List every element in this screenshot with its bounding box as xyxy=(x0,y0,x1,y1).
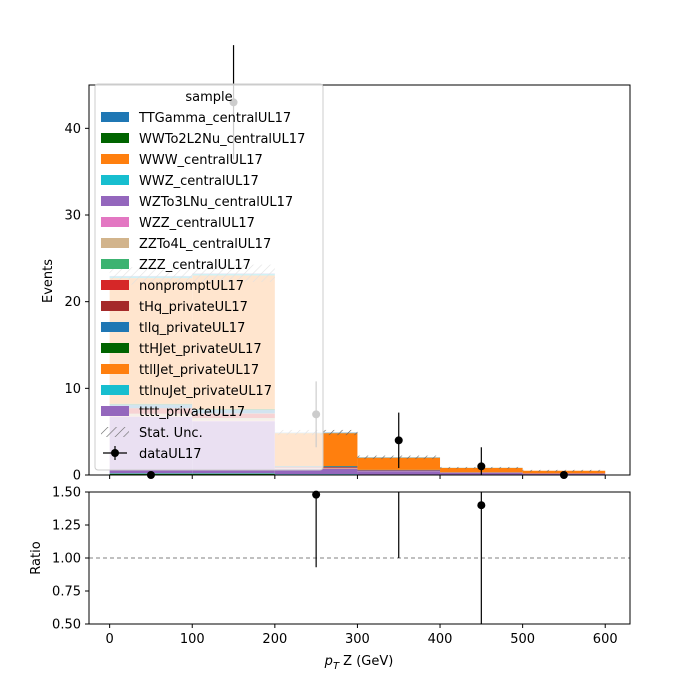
legend-label-WWW_centralUL17: WWW_centralUL17 xyxy=(139,153,263,168)
y-tick-label: 20 xyxy=(64,295,81,310)
legend-swatch-TTGamma_centralUL17 xyxy=(101,112,129,122)
legend-swatch-ZZTo4L_centralUL17 xyxy=(101,238,129,248)
legend-label-TTGamma_centralUL17: TTGamma_centralUL17 xyxy=(138,111,291,126)
ratio-y-tick-label: 0.50 xyxy=(52,618,81,633)
legend-label-data: dataUL17 xyxy=(139,447,202,462)
legend-label-WWZ_centralUL17: WWZ_centralUL17 xyxy=(139,174,259,189)
legend-label-WZZ_centralUL17: WZZ_centralUL17 xyxy=(139,216,255,231)
legend: sample TTGamma_centralUL17 WWTo2L2Nu_centr… xyxy=(94,83,324,471)
y-axis-title-events: Events xyxy=(41,259,56,303)
y-axis-title-ratio: Ratio xyxy=(29,541,44,574)
stat-unc-band xyxy=(522,469,606,472)
x-tick-label: 500 xyxy=(510,632,535,647)
legend-swatch-WZZ_centralUL17 xyxy=(101,217,129,227)
x-tick-label: 300 xyxy=(345,632,370,647)
ratio-plot-frame xyxy=(88,491,631,625)
legend-label-WZTo3LNu_centralUL17: WZTo3LNu_centralUL17 xyxy=(139,195,293,210)
x-tick-label: 200 xyxy=(262,632,287,647)
legend-swatch-nonpromptUL17 xyxy=(101,280,129,290)
y-tick-label: 0 xyxy=(73,469,81,484)
legend-label-stat-unc: Stat. Unc. xyxy=(139,426,203,441)
ratio-point xyxy=(477,501,486,510)
legend-label-ttlnuJet_privateUL17: ttlnuJet_privateUL17 xyxy=(139,384,272,399)
legend-swatch-tHq_privateUL17 xyxy=(101,301,129,311)
legend-data-marker xyxy=(111,449,119,457)
legend-swatch-WZTo3LNu_centralUL17 xyxy=(101,196,129,206)
legend-label-ZZTo4L_centralUL17: ZZTo4L_centralUL17 xyxy=(139,237,271,252)
ratio-y-tick-label: 1.00 xyxy=(52,552,81,567)
legend-swatch-ttlnuJet_privateUL17 xyxy=(101,385,129,395)
x-tick-label: 0 xyxy=(106,632,114,647)
ratio-y-tick-label: 0.75 xyxy=(52,585,81,600)
y-tick-label: 10 xyxy=(64,382,81,397)
legend-label-nonpromptUL17: nonpromptUL17 xyxy=(139,279,244,294)
main-plot-frame xyxy=(88,84,631,476)
x-tick-label: 400 xyxy=(428,632,453,647)
stack-bar-WZTo3LNu_centralUL17 xyxy=(357,471,441,475)
legend-box xyxy=(94,83,324,471)
stack-bar-WZTo3LNu_centralUL17 xyxy=(274,468,358,475)
legend-swatch-stat-unc xyxy=(101,427,129,437)
data-point xyxy=(477,462,486,471)
ratio-plot-area: 0.50 0.75 1.00 1.25 1.50 0 100 200 300 400 500 600 xyxy=(52,486,631,647)
legend-label-tHq_privateUL17: tHq_privateUL17 xyxy=(139,300,248,315)
legend-title: sample xyxy=(185,90,232,105)
data-point xyxy=(394,436,403,445)
stack-bar-WWTo2L2Nu_centralUL17 xyxy=(192,473,275,475)
legend-swatch-ZZZ_centralUL17 xyxy=(101,259,129,269)
legend-label-tllq_privateUL17: tllq_privateUL17 xyxy=(139,321,245,336)
legend-swatch-WWZ_centralUL17 xyxy=(101,175,129,185)
ratio-y-tick-label: 1.25 xyxy=(52,519,81,534)
legend-label-ttHJet_privateUL17: ttHJet_privateUL17 xyxy=(139,342,262,357)
y-tick-label: 40 xyxy=(64,122,81,137)
legend-label-tttt_privateUL17: tttt_privateUL17 xyxy=(139,405,245,420)
legend-swatch-WWTo2L2Nu_centralUL17 xyxy=(101,133,129,143)
y-tick-label: 30 xyxy=(64,209,81,224)
legend-label-WWTo2L2Nu_centralUL17: WWTo2L2Nu_centralUL17 xyxy=(139,132,305,147)
ratio-point xyxy=(312,490,321,499)
x-axis-title: pT Z (GeV) xyxy=(324,654,394,672)
legend-swatch-tllq_privateUL17 xyxy=(101,322,129,332)
legend-label-ttllJet_privateUL17: ttllJet_privateUL17 xyxy=(139,363,259,378)
legend-swatch-ttHJet_privateUL17 xyxy=(101,343,129,353)
x-tick-label: 100 xyxy=(180,632,205,647)
legend-swatch-WWW_centralUL17 xyxy=(101,154,129,164)
ratio-y-tick-label: 1.50 xyxy=(52,486,81,501)
legend-swatch-ttllJet_privateUL17 xyxy=(101,364,129,374)
x-tick-label: 600 xyxy=(593,632,618,647)
legend-swatch-tttt_privateUL17 xyxy=(101,406,129,416)
legend-label-ZZZ_centralUL17: ZZZ_centralUL17 xyxy=(139,258,251,273)
